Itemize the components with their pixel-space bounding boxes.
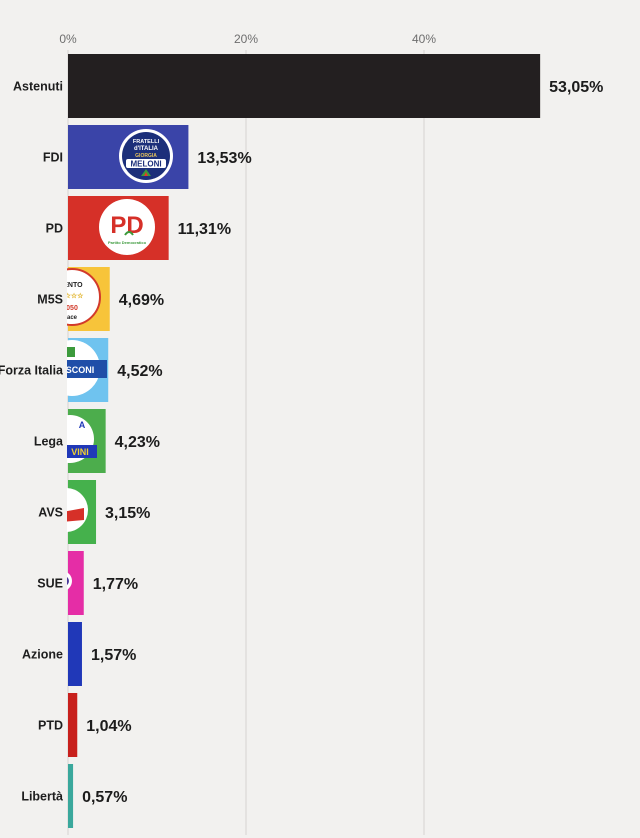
svg-text:Partito Democratico: Partito Democratico <box>108 240 147 245</box>
value-label: 11,31% <box>178 221 231 238</box>
value-label: 4,69% <box>119 292 164 309</box>
svg-text:☆☆☆: ☆☆☆ <box>65 292 85 300</box>
svg-text:MELONI: MELONI <box>130 160 161 169</box>
value-label: 1,57% <box>91 647 136 664</box>
svg-text:VINI: VINI <box>71 447 89 457</box>
x-tick-label: 0% <box>59 32 77 46</box>
value-label: 3,15% <box>105 505 150 522</box>
bar-ptd <box>68 693 78 757</box>
category-label: Libertà <box>21 790 63 804</box>
category-labels: Astenuti FDI PD M5S Forza Italia Lega AVS SUE Az… <box>0 80 64 804</box>
party-logos: FRATELLI d'ITALIA GIORGIA MELONI PD Part… <box>57 129 173 590</box>
lega-logo: A VINI <box>67 415 97 463</box>
fdi-logo: FRATELLI d'ITALIA GIORGIA MELONI <box>119 129 173 183</box>
category-label: SUE <box>37 577 63 591</box>
bar-sue <box>68 551 84 615</box>
svg-text:GIORGIA: GIORGIA <box>135 153 157 159</box>
bar-astenuti <box>68 54 541 118</box>
svg-text:050: 050 <box>66 305 78 312</box>
svg-text:A: A <box>79 420 86 430</box>
value-label: 53,05% <box>549 79 603 96</box>
value-label: 1,77% <box>93 576 138 593</box>
svg-text:d'ITALIA: d'ITALIA <box>134 146 159 152</box>
category-label: FDI <box>43 151 63 165</box>
category-label: Astenuti <box>13 80 63 94</box>
avs-logo <box>67 488 88 532</box>
value-labels: 53,05% 13,53% 11,31% 4,69% 4,52% 4,23% 3,15% 1,… <box>82 79 603 806</box>
svg-text:ace: ace <box>67 315 78 321</box>
pd-logo: PD Partito Democratico <box>99 199 155 255</box>
bar-azione <box>68 622 82 686</box>
svg-text:SCONI: SCONI <box>66 365 95 375</box>
forza-italia-logo: SCONI <box>66 340 107 396</box>
svg-text:PD: PD <box>110 212 143 239</box>
category-label: Forza Italia <box>0 364 64 378</box>
category-label: AVS <box>38 506 63 520</box>
m5s-logo: MENTO ☆☆☆ 050 ace <box>57 268 101 326</box>
category-label: Lega <box>34 435 64 449</box>
category-label: PD <box>46 222 63 236</box>
value-label: 4,52% <box>117 363 162 380</box>
bar-libert- <box>68 764 74 828</box>
value-label: 4,23% <box>115 434 160 451</box>
value-label: 0,57% <box>82 789 127 806</box>
sue-logo <box>67 572 72 590</box>
category-label: Azione <box>22 648 63 662</box>
value-label: 13,53% <box>197 150 251 167</box>
x-tick-label: 40% <box>412 32 436 46</box>
x-tick-label: 20% <box>234 32 258 46</box>
value-label: 1,04% <box>86 718 131 735</box>
svg-text:FRATELLI: FRATELLI <box>133 139 160 145</box>
svg-text:MENTO: MENTO <box>57 282 83 289</box>
category-label: M5S <box>37 293 63 307</box>
category-label: PTD <box>38 719 63 733</box>
x-tick-labels: 0% 20% 40% <box>59 32 436 46</box>
